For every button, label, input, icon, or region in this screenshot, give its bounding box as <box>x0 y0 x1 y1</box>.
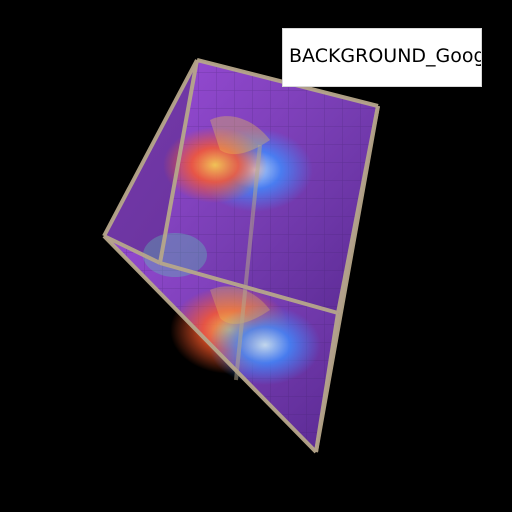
background-label-text: BACKGROUND_Google <box>289 45 482 67</box>
background-label: BACKGROUND_Google <box>282 28 482 87</box>
cube-frame <box>102 58 380 454</box>
